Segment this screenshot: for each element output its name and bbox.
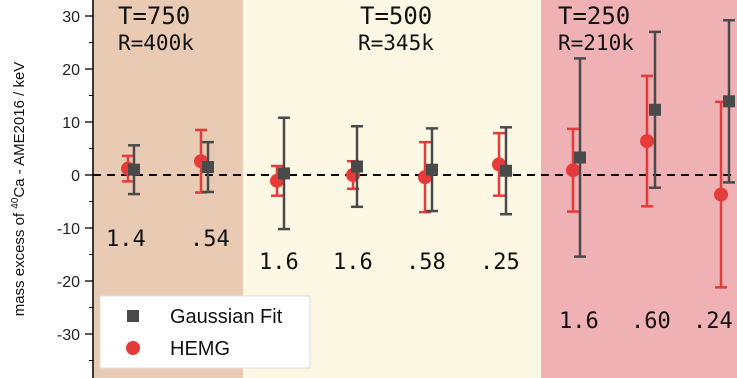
ratio-label: 1.6: [559, 309, 599, 334]
region-resolution-label: R=345k: [358, 31, 434, 55]
legend-circle-marker: [126, 341, 140, 355]
legend-label: HEMG: [170, 338, 230, 360]
legend-square-marker: [127, 310, 139, 322]
ratio-label: .24: [693, 309, 733, 334]
gaussian-fit-point: [723, 95, 735, 108]
y-tick-label: 20: [62, 62, 80, 79]
y-tick-label: -30: [57, 327, 80, 344]
gaussian-fit-point: [278, 167, 290, 180]
hemg-point: [566, 163, 580, 178]
hemg-point: [714, 187, 728, 202]
region-temperature-label: T=250: [558, 2, 630, 30]
gaussian-fit-point: [500, 164, 512, 177]
region-resolution-label: R=210k: [558, 31, 634, 55]
gaussian-fit-point: [649, 103, 661, 116]
gaussian-fit-point: [574, 151, 586, 164]
gaussian-fit-point: [202, 161, 214, 174]
region-temperature-label: T=500: [360, 2, 432, 30]
hemg-point: [640, 134, 654, 149]
gaussian-fit-point: [351, 160, 363, 173]
ratio-label: .58: [406, 250, 446, 275]
data-layer: [121, 18, 735, 289]
legend: Gaussian Fit HEMG: [99, 295, 311, 369]
gaussian-fit-point: [128, 163, 140, 176]
region-temperature-label: T=750: [118, 2, 190, 30]
y-tick-label: 10: [62, 115, 80, 132]
y-axis: 30 20 10 0 -10 -20 -30 mass excess of 40Ca - AM…: [10, 0, 94, 378]
legend-box: [99, 295, 311, 369]
ratio-labels: .54 1.4 1.6 1.6 .58 .25 1.6 .60 .24: [106, 227, 733, 334]
ratio-label: .60: [631, 309, 671, 334]
legend-label: Gaussian Fit: [170, 306, 283, 328]
y-tick-label: 30: [62, 9, 80, 26]
ratio-label: .25: [480, 250, 520, 275]
y-tick-label: -20: [57, 274, 80, 291]
ratio-label: 1.6: [333, 250, 373, 275]
region-resolution-label: R=400k: [118, 31, 194, 55]
ratio-label: 1.6: [259, 250, 299, 275]
gaussian-fit-point: [426, 163, 438, 176]
y-tick-label: -10: [57, 221, 80, 238]
ratio-label: .54: [190, 227, 230, 252]
ratio-label: 1.4: [106, 227, 146, 252]
y-axis-label: mass excess of 40Ca - AME2016 / keV: [10, 62, 28, 317]
y-tick-label: 0: [71, 168, 80, 185]
